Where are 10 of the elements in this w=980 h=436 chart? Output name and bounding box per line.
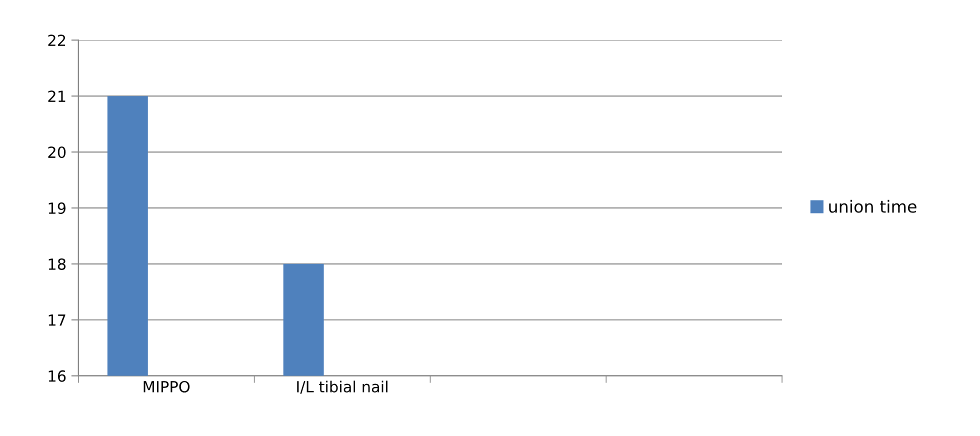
y-tick-label: 18 bbox=[48, 258, 66, 270]
y-tick-label: 20 bbox=[48, 146, 66, 158]
x-tick-label: I/L tibial nail bbox=[297, 380, 388, 394]
y-tick-label: 17 bbox=[48, 314, 66, 326]
y-tick-label: 16 bbox=[48, 370, 66, 382]
y-tick-label: 19 bbox=[48, 202, 66, 214]
x-tick-label: MIPPO bbox=[144, 380, 190, 393]
y-tick-label: 21 bbox=[48, 90, 66, 102]
y-tick-label: 22 bbox=[48, 34, 66, 46]
legend-label: union time bbox=[829, 200, 916, 213]
